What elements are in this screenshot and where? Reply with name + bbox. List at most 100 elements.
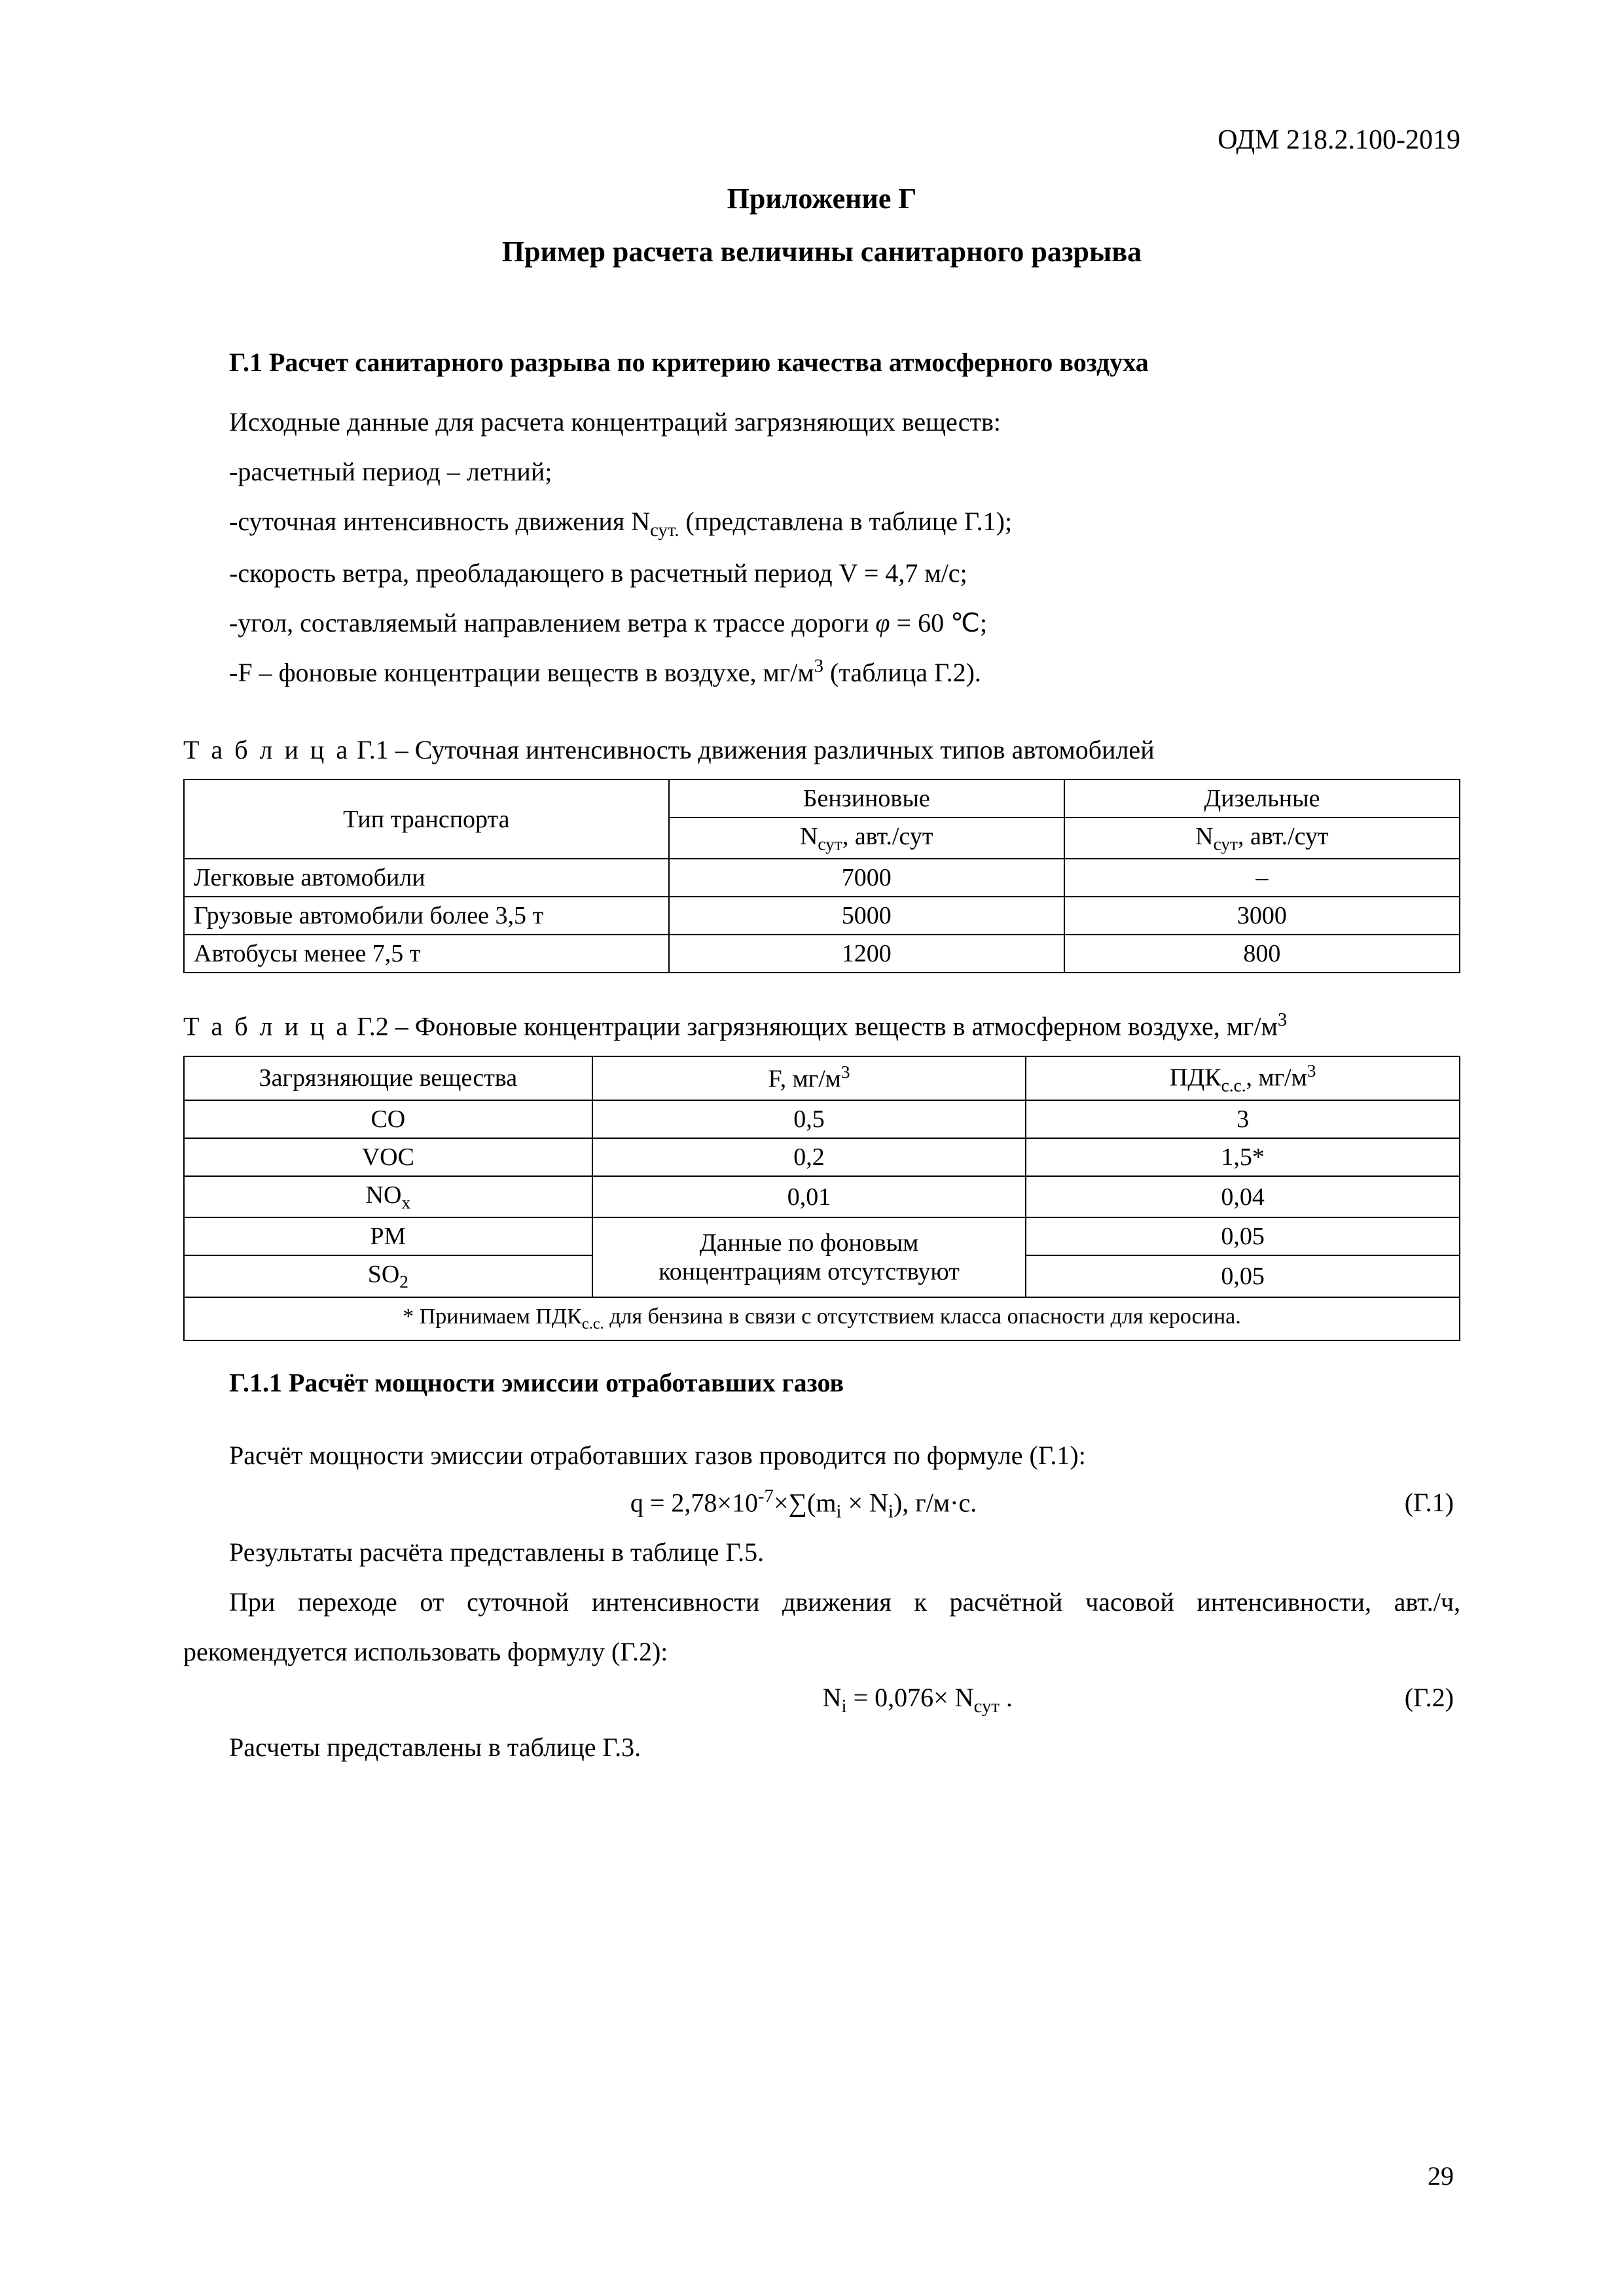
table-g2-caption-sup: 3 <box>1278 1009 1287 1030</box>
para-calc: Расчёт мощности эмиссии отработавших газ… <box>183 1431 1460 1480</box>
so2-sub: 2 <box>399 1272 408 1292</box>
table-row: VOC 0,2 1,5* <box>184 1138 1460 1176</box>
bullet-5-pre: -F – фоновые концентрации веществ в возд… <box>229 658 814 687</box>
eq1-mid2: × N <box>842 1488 888 1517</box>
bullet-2-post: (представлена в таблице Г.1); <box>679 507 1013 536</box>
title-sub: Пример расчета величины санитарного разр… <box>183 235 1460 268</box>
cell: PM <box>184 1217 592 1255</box>
cell: 0,01 <box>592 1176 1026 1218</box>
bullet-4-post: = 60 ℃; <box>890 608 988 637</box>
cell: 0,05 <box>1026 1217 1460 1255</box>
equation-g2-body: Ni = 0,076× Nсут . <box>630 1682 1205 1717</box>
bullet-4-pre: -угол, составляемый направлением ветра к… <box>229 608 875 637</box>
eq1-post: ), г/м·с. <box>893 1488 977 1517</box>
eq1-sub1: i <box>836 1501 841 1522</box>
table-g1-caption: Т а б л и ц а Г.1 – Суточная интенсивнос… <box>183 730 1460 770</box>
table-row: Тип транспорта Бензиновые Дизельные <box>184 780 1460 817</box>
eq2-post: . <box>1000 1683 1013 1712</box>
table-g1-h-diesel: Дизельные <box>1064 780 1460 817</box>
n-post: , авт./сут <box>842 823 933 850</box>
nox-pre: NO <box>366 1181 402 1209</box>
cell: 3 <box>1026 1100 1460 1138</box>
f-pre: F, мг/м <box>768 1066 840 1093</box>
cell: – <box>1064 859 1460 897</box>
bullet-5: -F – фоновые концентрации веществ в возд… <box>183 648 1460 698</box>
table-row: PM Данные по фоновым концентрациям отсут… <box>184 1217 1460 1255</box>
cell: 0,5 <box>592 1100 1026 1138</box>
bullet-4-phi: φ <box>875 608 890 637</box>
cell: 1200 <box>669 935 1064 973</box>
eq2-pre: N <box>823 1683 842 1712</box>
table-g1-caption-spaced: Т а б л и ц а <box>183 735 350 764</box>
bullet-2: -суточная интенсивность движения Nсут. (… <box>183 497 1460 548</box>
bullet-2-pre: -суточная интенсивность движения N <box>229 507 650 536</box>
bullet-2-sub: сут. <box>650 520 679 541</box>
section-g1-heading: Г.1 Расчет санитарного разрыва по критер… <box>183 347 1460 378</box>
cell-merged-F: Данные по фоновым концентрациям отсутств… <box>592 1217 1026 1297</box>
pdk-sub: с.с. <box>1221 1075 1246 1095</box>
para-transition: При переходе от суточной интенсивности д… <box>183 1577 1460 1677</box>
table-g2-caption: Т а б л и ц а Г.2 – Фоновые концентрации… <box>183 1006 1460 1046</box>
cell: Легковые автомобили <box>184 859 669 897</box>
table-row: Легковые автомобили 7000 – <box>184 859 1460 897</box>
table-g1: Тип транспорта Бензиновые Дизельные Nсут… <box>183 779 1460 974</box>
equation-g1-number: (Г.1) <box>1205 1487 1460 1518</box>
cell: CO <box>184 1100 592 1138</box>
cell: Автобусы менее 7,5 т <box>184 935 669 973</box>
pdk-post: , мг/м <box>1246 1064 1307 1091</box>
pdk-sup: 3 <box>1307 1061 1316 1081</box>
eq1-sup: -7 <box>758 1486 774 1507</box>
merged-line1: Данные по фоновым <box>700 1229 919 1257</box>
para-results: Результаты расчёта представлены в таблиц… <box>183 1528 1460 1577</box>
bullet-1: -расчетный период – летний; <box>183 447 1460 497</box>
table-row: Загрязняющие вещества F, мг/м3 ПДКс.с., … <box>184 1056 1460 1100</box>
doc-code: ОДМ 218.2.100-2019 <box>183 124 1460 156</box>
merged-line2: концентрациям отсутствуют <box>659 1258 960 1285</box>
table-g2-h-pdk: ПДКс.с., мг/м3 <box>1026 1056 1460 1100</box>
equation-g2: Ni = 0,076× Nсут . (Г.2) <box>183 1682 1460 1717</box>
table-g2: Загрязняющие вещества F, мг/м3 ПДКс.с., … <box>183 1056 1460 1341</box>
cell: SO2 <box>184 1255 592 1297</box>
eq1-pre: q = 2,78×10 <box>630 1488 758 1517</box>
table-row: Автобусы менее 7,5 т 1200 800 <box>184 935 1460 973</box>
cell: 0,04 <box>1026 1176 1460 1218</box>
eq1-mid: ×∑(m <box>774 1488 837 1517</box>
table-g1-h-ndiesel: Nсут, авт./сут <box>1064 817 1460 859</box>
table-g2-h-F: F, мг/м3 <box>592 1056 1026 1100</box>
f-sup: 3 <box>841 1062 850 1082</box>
table-g1-caption-rest: Г.1 – Суточная интенсивность движения ра… <box>350 735 1155 764</box>
cell: 5000 <box>669 897 1064 935</box>
table-row: NOx 0,01 0,04 <box>184 1176 1460 1218</box>
bullet-5-post: (таблица Г.2). <box>823 658 981 687</box>
fn-pre: * Принимаем ПДК <box>403 1304 582 1329</box>
n-post: , авт./сут <box>1238 823 1329 850</box>
bullet-3: -скорость ветра, преобладающего в расчет… <box>183 548 1460 598</box>
para-final: Расчеты представлены в таблице Г.3. <box>183 1723 1460 1772</box>
cell: 0,2 <box>592 1138 1026 1176</box>
title-main: Приложение Г <box>183 182 1460 215</box>
bullet-4: -угол, составляемый направлением ветра к… <box>183 598 1460 648</box>
table-g1-h-type: Тип транспорта <box>184 780 669 859</box>
table-g2-caption-spaced: Т а б л и ц а <box>183 1012 350 1041</box>
cell: VOC <box>184 1138 592 1176</box>
table-row: CO 0,5 3 <box>184 1100 1460 1138</box>
equation-g1: q = 2,78×10-7×∑(mi × Ni), г/м·с. (Г.1) <box>183 1486 1460 1522</box>
table-g2-caption-rest: Г.2 – Фоновые концентрации загрязняющих … <box>350 1012 1278 1041</box>
equation-g2-number: (Г.2) <box>1205 1682 1460 1713</box>
eq2-mid: = 0,076× N <box>847 1683 974 1712</box>
fn-post: для бензина в связи с отсутствием класса… <box>604 1304 1241 1329</box>
nox-sub: x <box>401 1193 410 1212</box>
eq1-sub2: i <box>888 1501 893 1522</box>
n-pre: N <box>800 823 818 850</box>
cell: 1,5* <box>1026 1138 1460 1176</box>
fn-sub: с.с. <box>582 1315 604 1333</box>
table-g1-h-benz: Бензиновые <box>669 780 1064 817</box>
cell: Грузовые автомобили более 3,5 т <box>184 897 669 935</box>
table-g2-footnote-row: * Принимаем ПДКс.с. для бензина в связи … <box>184 1297 1460 1340</box>
bullet-5-sup: 3 <box>814 655 823 676</box>
pdk-pre: ПДК <box>1170 1064 1221 1091</box>
so2-pre: SO <box>368 1261 400 1288</box>
cell: 7000 <box>669 859 1064 897</box>
eq2-sub2: сут <box>974 1696 1000 1717</box>
eq2-sub1: i <box>842 1696 847 1717</box>
